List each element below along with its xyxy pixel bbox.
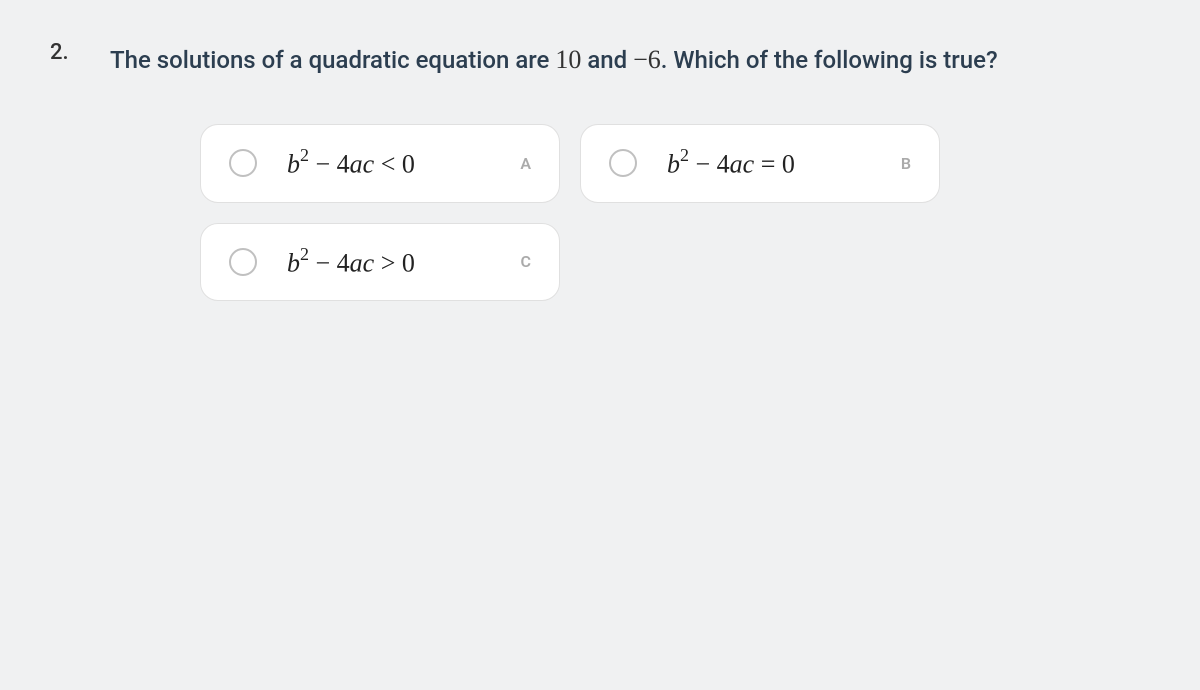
option-letter-c: C [521, 252, 531, 271]
formula-rest: − 4ac < 0 [309, 150, 415, 179]
question-number: 2. [50, 40, 80, 65]
radio-icon [609, 149, 637, 177]
option-letter-b: B [901, 154, 911, 173]
option-letter-a: A [520, 154, 531, 173]
question-text-part3: . Which of the following is true? [661, 46, 998, 74]
math-value-2: −6 [633, 45, 661, 74]
formula-sup: 2 [300, 244, 309, 264]
radio-icon [229, 248, 257, 276]
radio-icon [229, 149, 257, 177]
option-card-b[interactable]: b2 − 4ac = 0 B [580, 124, 940, 203]
formula-sup: 2 [680, 145, 689, 165]
question-text-part2: and [581, 46, 633, 74]
question-content: The solutions of a quadratic equation ar… [110, 40, 1150, 301]
option-card-c[interactable]: b2 − 4ac > 0 C [200, 223, 560, 302]
question-text: The solutions of a quadratic equation ar… [110, 40, 1150, 79]
math-value-1: 10 [555, 45, 581, 74]
options-grid: b2 − 4ac < 0 A b2 − 4ac = 0 B b2 − 4ac >… [110, 124, 1150, 301]
formula-rest: − 4ac > 0 [309, 248, 415, 277]
option-card-a[interactable]: b2 − 4ac < 0 A [200, 124, 560, 203]
option-formula-a: b2 − 4ac < 0 [287, 147, 505, 180]
question-text-part1: The solutions of a quadratic equation ar… [110, 46, 555, 74]
formula-b: b [287, 248, 300, 277]
formula-b: b [667, 150, 680, 179]
option-formula-c: b2 − 4ac > 0 [287, 246, 506, 279]
formula-b: b [287, 150, 300, 179]
option-formula-b: b2 − 4ac = 0 [667, 147, 886, 180]
formula-sup: 2 [300, 145, 309, 165]
question-container: 2. The solutions of a quadratic equation… [50, 40, 1150, 301]
formula-rest: − 4ac = 0 [689, 150, 795, 179]
